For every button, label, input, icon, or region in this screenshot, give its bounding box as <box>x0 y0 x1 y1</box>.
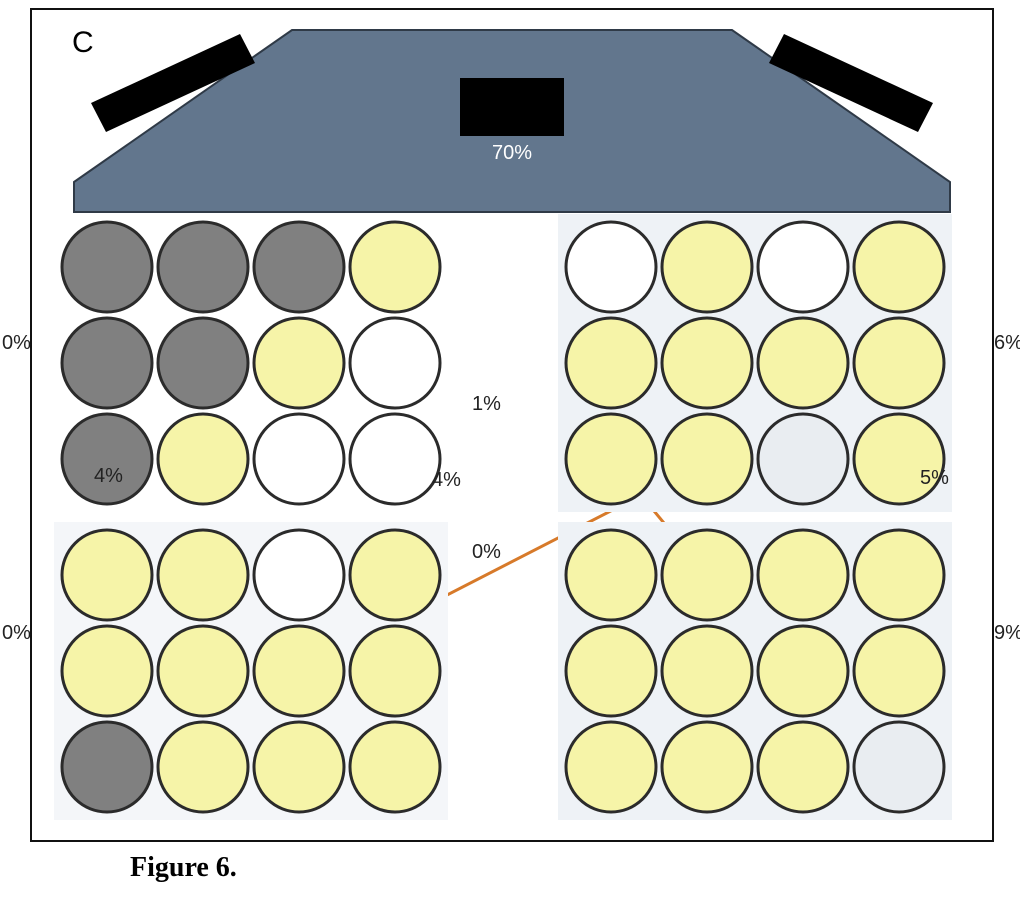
figure-caption: Figure 6. <box>130 852 237 884</box>
seat-circle <box>854 626 944 716</box>
seat-circle <box>566 414 656 504</box>
seat-circle <box>158 626 248 716</box>
seat-circle <box>662 222 752 312</box>
seat-circle <box>662 626 752 716</box>
seat-circle <box>254 222 344 312</box>
stage-percentage: 70% <box>32 142 992 165</box>
seat-circle <box>758 414 848 504</box>
seat-circle <box>254 414 344 504</box>
seat-circle <box>62 626 152 716</box>
seat-circle <box>62 722 152 812</box>
percent-label: 0% <box>472 541 501 563</box>
seat-circle <box>758 318 848 408</box>
seat-circle <box>758 722 848 812</box>
seat-circle <box>158 722 248 812</box>
seat-circle <box>854 222 944 312</box>
seat-circle <box>62 318 152 408</box>
seat-circle <box>662 318 752 408</box>
seat-circle <box>566 318 656 408</box>
seat-circle <box>662 722 752 812</box>
seat-circle <box>254 722 344 812</box>
percent-label: 5% <box>920 467 949 489</box>
page: C 70% 1% 4% 4% 0% 5% Figure 6. 0% 0% 6% 9% <box>0 0 1020 904</box>
seat-circle <box>854 530 944 620</box>
seat-circle <box>350 626 440 716</box>
percent-label-right: 6% <box>994 332 1020 355</box>
seat-circle <box>350 414 440 504</box>
seat-circle <box>758 530 848 620</box>
seat-circle <box>758 626 848 716</box>
seat-circle <box>254 626 344 716</box>
seat-circle <box>158 530 248 620</box>
seat-circle <box>758 222 848 312</box>
seat-circle <box>62 222 152 312</box>
seat-circle <box>350 530 440 620</box>
diagram-frame: C 70% 1% 4% 4% 0% 5% <box>30 8 994 842</box>
seat-circle <box>350 722 440 812</box>
seat-circle <box>158 414 248 504</box>
seat-circle <box>254 318 344 408</box>
panel-label: C <box>72 26 94 60</box>
diagram-svg: 1% 4% 4% 0% 5% <box>32 10 992 840</box>
seat-circle <box>566 626 656 716</box>
seat-circle <box>566 530 656 620</box>
seat-circle <box>62 414 152 504</box>
seat-circle <box>62 530 152 620</box>
seat-circle <box>566 222 656 312</box>
seat-circle <box>350 222 440 312</box>
percent-label-left: 0% <box>2 332 31 355</box>
seat-circle <box>662 414 752 504</box>
percent-label: 1% <box>472 393 501 415</box>
seat-circle <box>854 722 944 812</box>
percent-label-left: 0% <box>2 622 31 645</box>
percent-label-right: 9% <box>994 622 1020 645</box>
percent-label: 4% <box>432 469 461 491</box>
seat-circle <box>854 414 944 504</box>
percent-label: 4% <box>94 465 123 487</box>
seat-circle <box>158 222 248 312</box>
seat-circle <box>158 318 248 408</box>
seat-circle <box>350 318 440 408</box>
seat-circle <box>566 722 656 812</box>
seat-circle <box>854 318 944 408</box>
screen-rect <box>460 78 564 136</box>
seat-circle <box>662 530 752 620</box>
seat-circle <box>254 530 344 620</box>
